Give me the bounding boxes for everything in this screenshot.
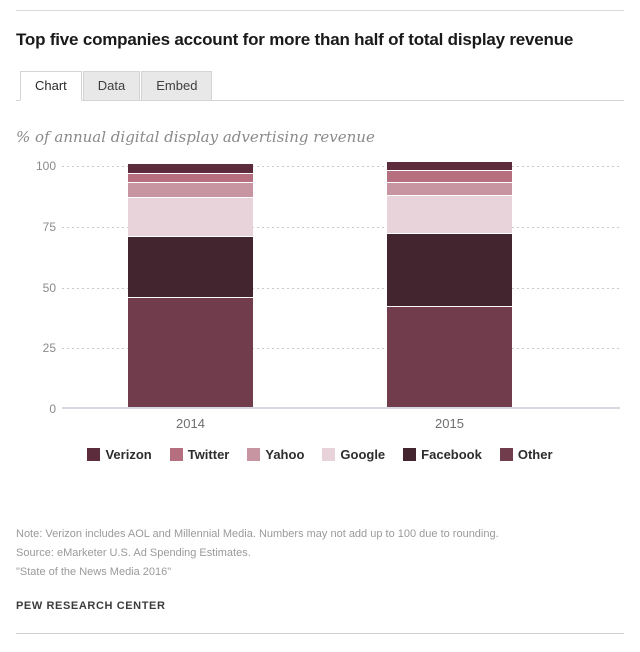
bar-segment-2014-twitter[interactable] [128, 173, 253, 184]
x-axis-label-2014: 2014 [176, 416, 205, 431]
legend-label-verizon: Verizon [105, 447, 152, 462]
tab-embed[interactable]: Embed [141, 71, 213, 101]
chart-legend: Verizon Twitter Yahoo Google Facebook Other [0, 447, 640, 462]
bar-2014 [128, 164, 253, 407]
bar-segment-2015-twitter[interactable] [387, 171, 512, 184]
gridline-50 [62, 287, 620, 289]
x-axis-label-2015: 2015 [435, 416, 464, 431]
bar-segment-2015-other[interactable] [387, 307, 512, 407]
y-axis-tick-25: 25 [42, 341, 56, 356]
pew-research-center-wordmark: PEW RESEARCH CENTER [16, 600, 166, 612]
legend-swatch-facebook [403, 448, 417, 461]
footnote-report: "State of the News Media 2016" [16, 566, 172, 578]
footnote-note: Note: Verizon includes AOL and Millennia… [16, 528, 499, 540]
footnote-source: Source: eMarketer U.S. Ad Spending Estim… [16, 547, 251, 559]
bar-segment-2014-yahoo[interactable] [128, 183, 253, 199]
legend-item-twitter: Twitter [169, 447, 230, 462]
y-axis-tick-75: 75 [42, 219, 56, 234]
top-divider [16, 10, 624, 11]
bar-segment-2014-facebook[interactable] [128, 236, 253, 298]
stacked-bar-chart: 0 25 50 75 100 2014 2015 [16, 159, 624, 438]
bar-segment-2014-verizon[interactable] [128, 164, 253, 174]
gridline-100 [62, 166, 620, 167]
legend-item-verizon: Verizon [87, 447, 152, 462]
legend-label-twitter: Twitter [187, 447, 230, 462]
legend-label-google: Google [340, 447, 386, 462]
bar-segment-2015-facebook[interactable] [387, 234, 512, 308]
bottom-divider [16, 633, 624, 634]
legend-swatch-other [499, 448, 513, 461]
gridline-75 [62, 226, 620, 228]
legend-swatch-yahoo [247, 448, 261, 461]
legend-item-other: Other [499, 447, 553, 462]
bar-segment-2014-google[interactable] [128, 198, 253, 237]
bar-2015 [387, 161, 512, 407]
bar-segment-2014-other[interactable] [128, 297, 253, 407]
gridline-25 [62, 348, 620, 350]
legend-swatch-google [322, 448, 336, 461]
footer: Note: Verizon includes AOL and Millennia… [16, 525, 624, 612]
bar-segment-2015-yahoo[interactable] [387, 183, 512, 196]
tab-bar: Chart Data Embed [16, 71, 624, 101]
chart-subtitle: % of annual digital display advertising … [16, 128, 375, 146]
legend-swatch-twitter [169, 448, 183, 461]
legend-label-facebook: Facebook [421, 447, 482, 462]
legend-item-facebook: Facebook [403, 447, 482, 462]
tab-chart[interactable]: Chart [20, 71, 82, 101]
legend-swatch-verizon [87, 448, 101, 461]
y-axis-tick-100: 100 [35, 159, 56, 173]
bar-segment-2015-google[interactable] [387, 195, 512, 235]
y-axis-tick-50: 50 [42, 280, 56, 295]
legend-label-other: Other [517, 447, 553, 462]
page-title: Top five companies account for more than… [16, 30, 574, 49]
legend-item-yahoo: Yahoo [247, 447, 304, 462]
legend-label-yahoo: Yahoo [265, 447, 305, 462]
plot-area [62, 161, 620, 409]
y-axis-tick-0: 0 [49, 402, 56, 416]
tab-data[interactable]: Data [82, 71, 141, 101]
legend-item-google: Google [322, 447, 385, 462]
bar-segment-2015-verizon[interactable] [387, 161, 512, 172]
